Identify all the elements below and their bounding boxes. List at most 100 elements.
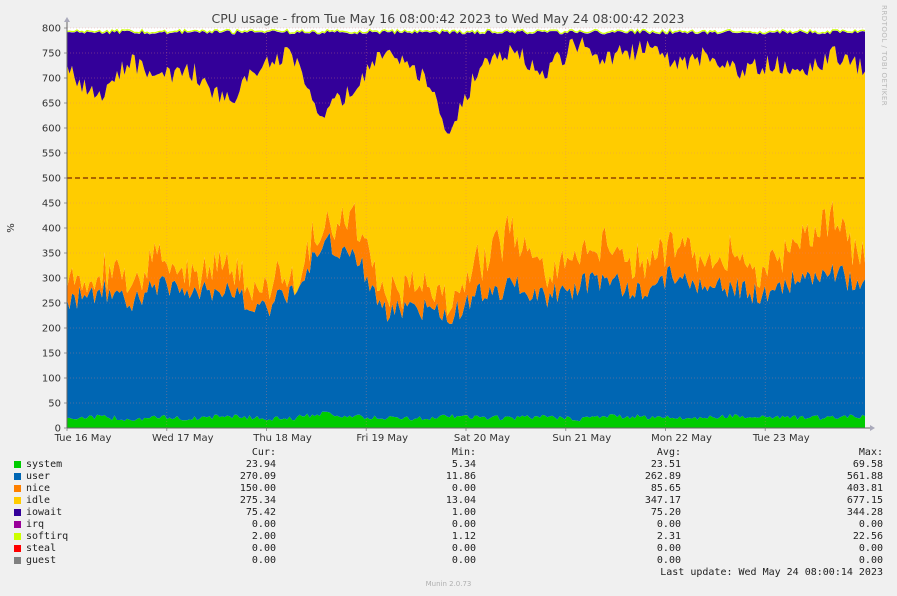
y-tick-0: 0 <box>55 424 61 435</box>
legend-min-idle: 13.04 <box>445 495 476 506</box>
legend-row-irq: irq 0.00 0.00 0.00 0.00 <box>0 519 897 531</box>
legend-swatch-idle <box>14 497 21 504</box>
legend-swatch-guest <box>14 557 21 564</box>
legend-max-guest: 0.00 <box>858 555 883 566</box>
chart-title: CPU usage - from Tue May 16 08:00:42 202… <box>212 11 685 26</box>
y-tick-50: 50 <box>48 399 61 410</box>
stacked-areas <box>66 28 866 428</box>
y-axis-label: % <box>6 223 17 233</box>
legend-min-softirq: 1.12 <box>451 531 476 542</box>
legend-cur-guest: 0.00 <box>251 555 276 566</box>
legend-max-softirq: 22.56 <box>852 531 883 542</box>
legend-name-guest: guest <box>26 555 57 566</box>
munin-version: Munin 2.0.73 <box>425 580 472 588</box>
y-tick-550: 550 <box>42 149 61 160</box>
legend-max-iowait: 344.28 <box>846 507 883 518</box>
area-system <box>67 411 865 428</box>
y-tick-250: 250 <box>42 299 61 310</box>
legend-name-nice: nice <box>26 483 51 494</box>
y-axis-arrow <box>64 17 70 22</box>
header-cur: Cur: <box>251 447 276 458</box>
legend-row-steal: steal 0.00 0.00 0.00 0.00 <box>0 543 897 555</box>
legend-name-user: user <box>26 471 51 482</box>
rrdtool-side-label: RRDTOOL / TOBI OETIKER <box>880 5 888 107</box>
legend-swatch-steal <box>14 545 21 552</box>
legend-row-guest: guest 0.00 0.00 0.00 0.00 <box>0 555 897 567</box>
line-softirq <box>66 28 866 35</box>
legend-max-idle: 677.15 <box>846 495 883 506</box>
x-tick-5: Sun 21 May <box>552 433 611 444</box>
legend-swatch-iowait <box>14 509 21 516</box>
legend-avg-nice: 85.65 <box>650 483 681 494</box>
legend-name-system: system <box>26 459 63 470</box>
cpu-usage-chart: CPU usage - from Tue May 16 08:00:42 202… <box>6 11 875 444</box>
legend-max-user: 561.88 <box>846 471 883 482</box>
legend-cur-idle: 275.34 <box>239 495 276 506</box>
y-tick-200: 200 <box>42 324 61 335</box>
legend-min-guest: 0.00 <box>451 555 476 566</box>
legend-avg-user: 262.89 <box>644 471 681 482</box>
legend-row-system: system 23.94 5.34 23.51 69.58 <box>0 459 897 471</box>
legend-avg-idle: 347.17 <box>644 495 681 506</box>
legend-cur-system: 23.94 <box>245 459 276 470</box>
legend-row-iowait: iowait 75.42 1.00 75.20 344.28 <box>0 507 897 519</box>
header-min: Min: <box>451 447 476 458</box>
header-avg: Avg: <box>656 447 681 458</box>
legend-swatch-user <box>14 473 21 480</box>
legend-name-softirq: softirq <box>26 531 69 542</box>
legend-name-iowait: iowait <box>26 507 63 518</box>
legend-max-steal: 0.00 <box>858 543 883 554</box>
legend-max-system: 69.58 <box>852 459 883 470</box>
y-tick-650: 650 <box>42 99 61 110</box>
x-axis-arrow <box>870 425 875 431</box>
legend-min-iowait: 1.00 <box>451 507 476 518</box>
y-tick-400: 400 <box>42 224 61 235</box>
legend-min-user: 11.86 <box>445 471 476 482</box>
legend-cur-irq: 0.00 <box>251 519 276 530</box>
x-tick-labels: Tue 16 May Wed 17 May Thu 18 May Fri 19 May… <box>54 428 810 444</box>
last-update: Last update: Wed May 24 08:00:14 2023 <box>660 567 883 578</box>
legend-min-nice: 0.00 <box>451 483 476 494</box>
legend-row-nice: nice 150.00 0.00 85.65 403.81 <box>0 483 897 495</box>
grid-lines <box>67 27 865 428</box>
y-tick-800: 800 <box>42 24 61 35</box>
legend-swatch-irq <box>14 521 21 528</box>
legend-row-softirq: softirq 2.00 1.12 2.31 22.56 <box>0 531 897 543</box>
legend-min-system: 5.34 <box>451 459 476 470</box>
y-tick-450: 450 <box>42 199 61 210</box>
header-max: Max: <box>858 447 883 458</box>
legend-name-idle: idle <box>26 495 51 506</box>
x-tick-1: Wed 17 May <box>152 433 214 444</box>
legend-avg-irq: 0.00 <box>656 519 681 530</box>
y-tick-150: 150 <box>42 349 61 360</box>
area-idle <box>67 37 865 316</box>
x-tick-7: Tue 23 May <box>752 433 810 444</box>
legend-min-irq: 0.00 <box>451 519 476 530</box>
legend-avg-iowait: 75.20 <box>650 507 681 518</box>
legend-row-idle: idle 275.34 13.04 347.17 677.15 <box>0 495 897 507</box>
legend-swatch-nice <box>14 485 21 492</box>
y-tick-labels: 0 50 100 150 200 250 300 350 400 450 500 550 600 650 7… <box>42 24 67 435</box>
area-nice <box>67 201 865 324</box>
x-tick-0: Tue 16 May <box>54 433 112 444</box>
area-user <box>67 232 865 422</box>
legend-avg-softirq: 2.31 <box>656 531 681 542</box>
y-tick-600: 600 <box>42 124 61 135</box>
legend-avg-guest: 0.00 <box>656 555 681 566</box>
area-iowait <box>67 30 865 134</box>
legend-name-steal: steal <box>26 543 57 554</box>
legend-min-steal: 0.00 <box>451 543 476 554</box>
legend-cur-softirq: 2.00 <box>251 531 276 542</box>
x-tick-2: Thu 18 May <box>252 433 312 444</box>
legend-swatch-system <box>14 461 21 468</box>
legend-cur-steal: 0.00 <box>251 543 276 554</box>
legend-cur-nice: 150.00 <box>239 483 276 494</box>
legend-name-irq: irq <box>26 519 45 530</box>
y-tick-100: 100 <box>42 374 61 385</box>
y-tick-500: 500 <box>42 174 61 185</box>
legend-avg-system: 23.51 <box>650 459 681 470</box>
y-tick-700: 700 <box>42 74 61 85</box>
x-tick-4: Sat 20 May <box>454 433 510 444</box>
legend-avg-steal: 0.00 <box>656 543 681 554</box>
x-tick-3: Fri 19 May <box>356 433 408 444</box>
